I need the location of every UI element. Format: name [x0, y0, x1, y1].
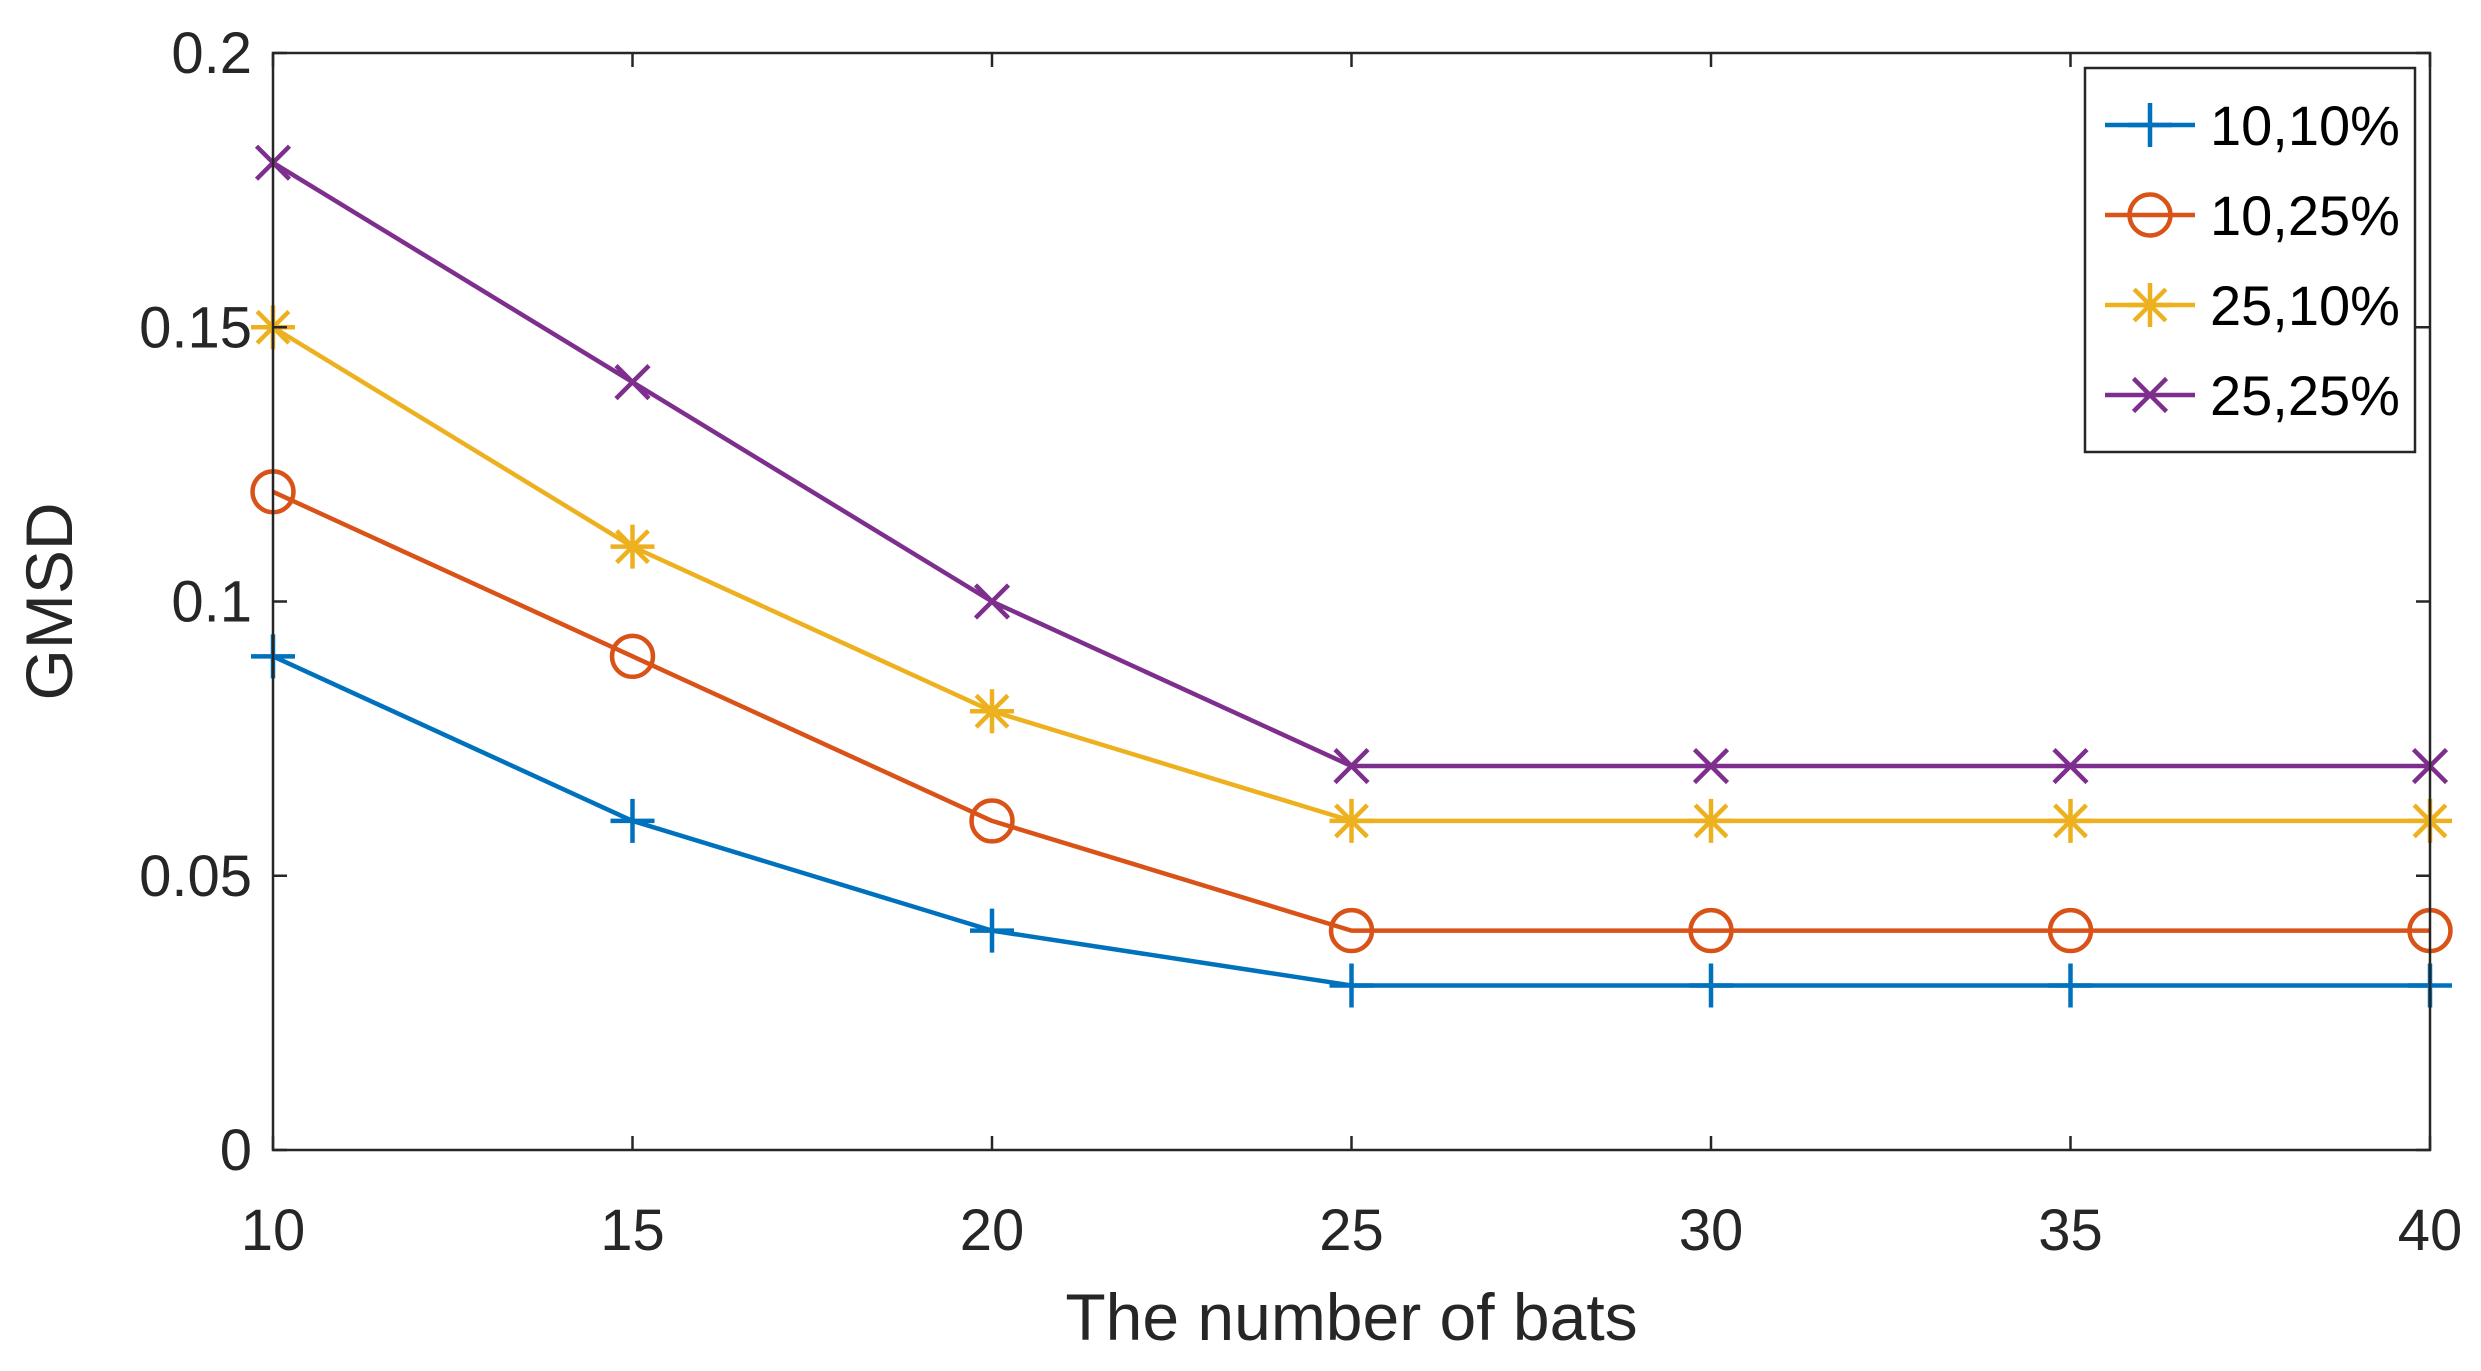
legend-marker	[2128, 103, 2172, 147]
data-point-4-6	[2052, 747, 2089, 785]
data-point-1-2	[610, 798, 655, 843]
x-tick-label: 15	[600, 1198, 665, 1263]
data-point-2-6	[2047, 907, 2094, 954]
data-point-3-2	[610, 524, 655, 569]
data-point-4-4	[1333, 747, 1370, 785]
y-tick-label: 0	[220, 1118, 252, 1183]
legend-marker	[2131, 376, 2169, 414]
x-tick-label: 25	[1319, 1198, 1384, 1263]
legend-label: 25,10%	[2210, 274, 2400, 337]
x-tick-label: 35	[2038, 1198, 2103, 1263]
y-tick-label: 0.05	[139, 844, 252, 909]
data-point-3-5	[1689, 798, 1733, 843]
legend: 10,10% 10,25% 25,10% 25,25%	[2083, 66, 2417, 454]
data-point-2-4	[1328, 907, 1375, 954]
data-point-2-5	[1688, 907, 1734, 954]
legend-entry-1: 10,10%	[2105, 94, 2400, 157]
data-point-3-3	[970, 689, 1014, 734]
y-tick-label: 0.2	[171, 21, 252, 86]
data-point-4-5	[1692, 747, 1730, 785]
series-layer	[250, 144, 2453, 1008]
x-tick-label: 40	[2398, 1198, 2463, 1263]
x-axis-label: The number of bats	[1065, 1280, 1637, 1354]
legend-marker	[2128, 283, 2172, 327]
data-point-3-6	[2048, 798, 2093, 843]
data-point-2-2	[609, 633, 656, 680]
data-point-2-3	[969, 798, 1015, 844]
x-tick-label: 30	[1679, 1198, 1744, 1263]
data-point-4-3	[973, 583, 1011, 620]
x-tick-label: 10	[241, 1198, 306, 1263]
legend-marker	[2127, 192, 2173, 238]
ticks-layer: 10 15 20 25 30 35 40 0 0.05 0.1 0.15 0.2	[139, 21, 2462, 1263]
legend-label: 25,25%	[2210, 364, 2400, 427]
data-point-1-6	[2048, 963, 2093, 1008]
data-point-1-4	[1329, 963, 1374, 1008]
y-tick-label: 0.1	[171, 570, 252, 635]
legend-entry-4: 25,25%	[2105, 364, 2400, 427]
data-point-3-4	[1329, 798, 1374, 843]
legend-entry-2: 10,25%	[2105, 184, 2400, 247]
data-point-4-2	[614, 364, 651, 401]
y-axis-label: GMSD	[12, 503, 86, 701]
legend-label: 10,25%	[2210, 184, 2400, 247]
data-point-1-5	[1689, 963, 1733, 1008]
legend-label: 10,10%	[2210, 94, 2400, 157]
data-point-1-3	[970, 908, 1014, 953]
legend-entry-3: 25,10%	[2105, 274, 2400, 337]
y-tick-label: 0.15	[139, 295, 252, 360]
x-tick-label: 20	[960, 1198, 1025, 1263]
series-line-2	[272, 489, 2430, 933]
